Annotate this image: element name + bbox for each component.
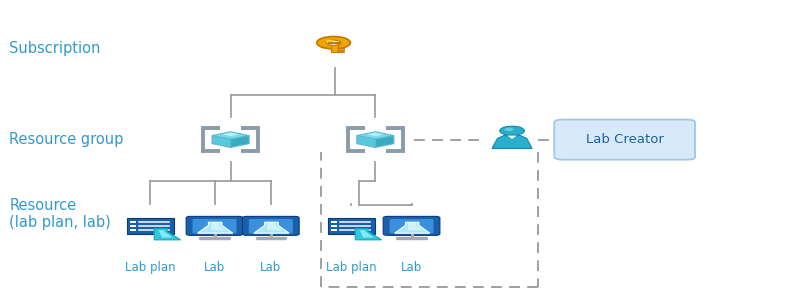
FancyBboxPatch shape bbox=[186, 216, 243, 235]
FancyBboxPatch shape bbox=[554, 119, 695, 160]
Text: Resource group: Resource group bbox=[10, 132, 123, 147]
Bar bbox=[332, 42, 338, 52]
Polygon shape bbox=[367, 133, 384, 136]
Text: Lab plan: Lab plan bbox=[326, 262, 377, 275]
Bar bbox=[338, 51, 344, 52]
FancyBboxPatch shape bbox=[193, 219, 236, 233]
Circle shape bbox=[326, 40, 332, 42]
Polygon shape bbox=[357, 132, 394, 139]
Bar bbox=[130, 225, 136, 227]
FancyBboxPatch shape bbox=[328, 218, 375, 234]
Polygon shape bbox=[395, 222, 430, 233]
Text: Lab: Lab bbox=[260, 262, 282, 275]
Circle shape bbox=[500, 126, 525, 135]
Polygon shape bbox=[231, 136, 249, 147]
Polygon shape bbox=[222, 133, 239, 136]
Polygon shape bbox=[154, 229, 181, 240]
Bar bbox=[130, 229, 136, 232]
Text: Subscription: Subscription bbox=[10, 41, 101, 56]
Circle shape bbox=[504, 128, 513, 131]
Circle shape bbox=[317, 37, 350, 49]
Bar bbox=[331, 225, 337, 227]
Polygon shape bbox=[508, 136, 516, 139]
FancyBboxPatch shape bbox=[242, 216, 299, 235]
Polygon shape bbox=[355, 229, 382, 240]
FancyBboxPatch shape bbox=[127, 218, 174, 234]
Polygon shape bbox=[212, 132, 249, 139]
Text: Resource
(lab plan, lab): Resource (lab plan, lab) bbox=[10, 198, 111, 230]
Polygon shape bbox=[492, 136, 532, 148]
Text: Lab: Lab bbox=[401, 262, 422, 275]
Bar bbox=[331, 229, 337, 232]
Polygon shape bbox=[254, 222, 289, 233]
Polygon shape bbox=[357, 136, 375, 147]
Polygon shape bbox=[360, 230, 374, 238]
FancyBboxPatch shape bbox=[390, 219, 433, 233]
Polygon shape bbox=[267, 223, 282, 230]
Polygon shape bbox=[211, 223, 226, 230]
Bar bbox=[338, 48, 344, 50]
Text: Lab Creator: Lab Creator bbox=[586, 133, 663, 146]
Circle shape bbox=[327, 40, 341, 45]
Text: Lab: Lab bbox=[204, 262, 225, 275]
Polygon shape bbox=[159, 230, 174, 238]
Polygon shape bbox=[212, 136, 231, 147]
Polygon shape bbox=[375, 136, 394, 147]
Polygon shape bbox=[198, 222, 232, 233]
FancyBboxPatch shape bbox=[383, 216, 440, 235]
FancyBboxPatch shape bbox=[249, 219, 293, 233]
Text: Lab plan: Lab plan bbox=[125, 262, 175, 275]
Bar bbox=[130, 221, 136, 224]
Polygon shape bbox=[408, 223, 423, 230]
Bar bbox=[331, 221, 337, 224]
